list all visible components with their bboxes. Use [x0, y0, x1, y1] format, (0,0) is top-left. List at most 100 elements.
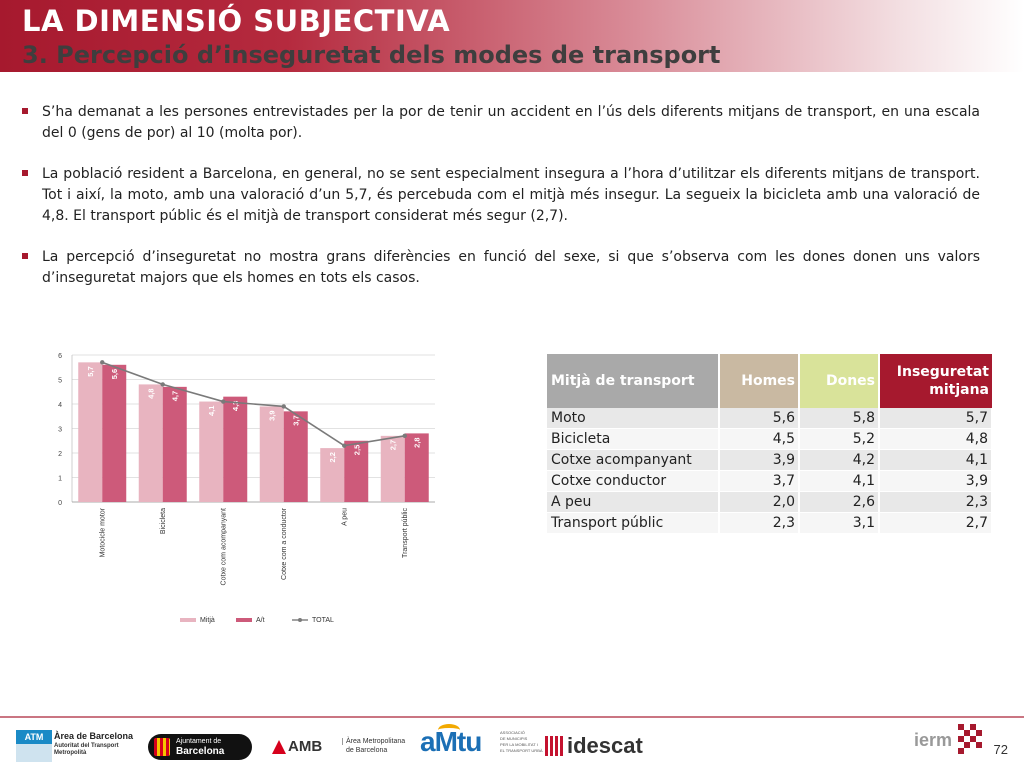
- bullet-square-icon: [22, 253, 28, 259]
- category-label: A peu: [341, 508, 348, 526]
- total-line: [101, 361, 405, 447]
- page-subtitle: 3. Percepció d’inseguretat dels modes de…: [22, 41, 721, 69]
- table-cell: Bicicleta: [547, 428, 720, 450]
- amtu-logo: aMtu ASSOCIACIÓ DE MUNICIPIS PER LA MOBI…: [420, 724, 543, 762]
- data-label: 2,8: [413, 437, 422, 447]
- amb-triangle-icon: [272, 740, 286, 754]
- table-header-cell: Homes: [719, 354, 800, 408]
- table-cell: 4,2: [799, 449, 880, 471]
- table-cell: 5,6: [719, 408, 800, 429]
- insecurity-bar-chart: 0 1 2 3 4 5 6 5,7 5,6 Motocicle motor 4,8 4,7 Bicicl…: [58, 353, 435, 624]
- data-label: 3,7: [292, 415, 301, 425]
- table-cell: 2,0: [719, 491, 800, 513]
- amtu-line2: DE MUNICIPIS: [500, 736, 528, 741]
- chart-bar: [259, 406, 284, 502]
- y-tick-label: 1: [58, 476, 62, 483]
- legend-label: A/t: [256, 617, 265, 624]
- bullet-item: La població resident a Barcelona, en gen…: [20, 164, 980, 227]
- table-row: Cotxe conductor 3,7 4,1 3,9: [547, 470, 993, 492]
- ierm-mark: ierm: [914, 730, 953, 750]
- amb-line2: de Barcelona: [346, 747, 388, 754]
- total-point: [402, 433, 407, 439]
- atm-logo: ATM Àrea de Barcelona Autoritat del Tran…: [16, 730, 133, 762]
- chart-bar: [344, 440, 369, 502]
- data-label: 5,6: [110, 369, 119, 379]
- legend-swatch: [180, 618, 196, 622]
- chart-bar: [138, 384, 163, 502]
- y-tick-label: 4: [58, 402, 62, 409]
- bullet-text: La percepció d’inseguretat no mostra gra…: [42, 249, 980, 286]
- legend-swatch: [236, 618, 252, 622]
- chart-bar: [199, 401, 224, 502]
- bullet-list: S’ha demanat a les persones entrevistade…: [20, 102, 980, 309]
- atm-badge: ATM: [16, 730, 52, 744]
- table-cell: 3,9: [879, 470, 993, 492]
- legend-label: Mitjà: [200, 617, 215, 624]
- data-label: 4,7: [171, 391, 180, 401]
- chart-bar: [283, 411, 308, 502]
- footer-divider: [0, 716, 1024, 718]
- table-cell: 2,6: [799, 491, 880, 513]
- table-cell: Transport públic: [547, 512, 720, 534]
- table-cell: 5,2: [799, 428, 880, 450]
- legend-line-marker: [298, 618, 302, 622]
- page-header: LA DIMENSIÓ SUBJECTIVA 3. Percepció d’in…: [0, 0, 1024, 72]
- table-cell: 3,1: [799, 512, 880, 534]
- y-tick-label: 6: [58, 353, 62, 360]
- total-point: [100, 360, 105, 365]
- data-label: 5,7: [86, 366, 95, 376]
- table-cell: 3,9: [719, 449, 800, 471]
- amb-line1: Àrea Metropolitana: [342, 738, 405, 745]
- ajuntament-line2: Barcelona: [176, 746, 225, 757]
- table-cell: A peu: [547, 491, 720, 513]
- table-cell: 4,5: [719, 428, 800, 450]
- amb-logo: AMB Àrea Metropolitana de Barcelona: [272, 736, 405, 758]
- bullet-item: La percepció d’inseguretat no mostra gra…: [20, 247, 980, 289]
- bullet-item: S’ha demanat a les persones entrevistade…: [20, 102, 980, 144]
- data-label: 4,1: [207, 406, 216, 416]
- table-header-cell: Dones: [799, 354, 880, 408]
- ierm-logo: ierm: [914, 724, 984, 758]
- table-row: Bicicleta 4,5 5,2 4,8: [547, 428, 993, 450]
- y-tick-label: 3: [58, 427, 62, 434]
- chart-bar: [162, 386, 187, 502]
- bullet-text: S’ha demanat a les persones entrevistade…: [42, 104, 980, 141]
- legend-label: TOTAL: [312, 617, 334, 624]
- amtu-line1: ASSOCIACIÓ: [500, 730, 525, 735]
- data-label: 4,8: [147, 388, 156, 398]
- amtu-line3: PER LA MOBILITAT I: [500, 742, 538, 747]
- y-tick-label: 5: [58, 378, 62, 385]
- table-cell: 4,8: [879, 428, 993, 450]
- table-row: Cotxe acompanyant 3,9 4,2 4,1: [547, 449, 993, 471]
- bullet-text: La població resident a Barcelona, en gen…: [42, 166, 980, 224]
- amtu-swoosh-icon: [438, 724, 460, 736]
- table-cell: 3,7: [719, 470, 800, 492]
- table-header-cell: Mitjà de transport: [547, 354, 720, 408]
- chart-bar: [404, 433, 429, 502]
- ajuntament-logo: Ajuntament de Barcelona: [148, 734, 252, 760]
- total-point: [281, 404, 286, 409]
- category-label: Cotxe com a conductor: [281, 507, 288, 580]
- amtu-line4: EL TRANSPORT URBÀ: [500, 748, 543, 753]
- y-tick-label: 0: [58, 500, 62, 507]
- table-cell: 4,1: [879, 449, 993, 471]
- total-point: [160, 382, 165, 387]
- ajuntament-shield-icon: [154, 738, 170, 756]
- chart-bar: [320, 448, 345, 502]
- table-cell: Moto: [547, 408, 720, 429]
- table-row: A peu 2,0 2,6 2,3: [547, 491, 993, 513]
- table-cell: 2,3: [879, 491, 993, 513]
- category-label: Motocicle motor: [99, 507, 106, 557]
- atm-line2: Autoritat del Transport: [54, 743, 119, 749]
- table-cell: 5,8: [799, 408, 880, 429]
- atm-stripe: [16, 744, 52, 762]
- bullet-square-icon: [22, 170, 28, 176]
- data-label: 4,3: [231, 401, 240, 411]
- chart-bar: [223, 396, 248, 502]
- table-cell: 4,1: [799, 470, 880, 492]
- category-label: Bicicleta: [160, 508, 167, 534]
- atm-line3: Metropolità: [54, 750, 87, 756]
- table-cell: Cotxe acompanyant: [547, 449, 720, 471]
- data-label: 2,7: [389, 440, 398, 450]
- amb-mark: AMB: [288, 738, 323, 755]
